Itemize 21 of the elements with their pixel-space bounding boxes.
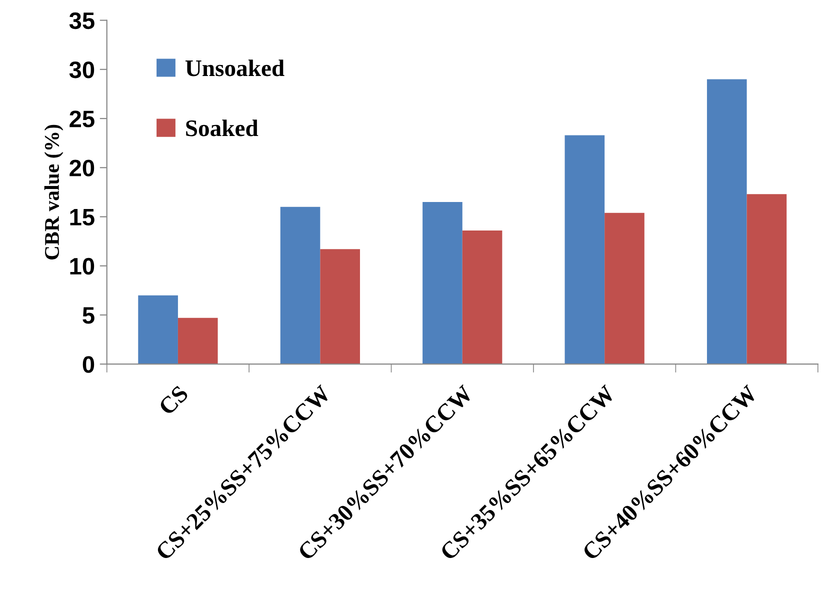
y-tick-label: 35 [69, 12, 94, 30]
bar [604, 212, 644, 364]
y-tick-label: 30 [69, 61, 94, 78]
y-tick-label: 15 [70, 209, 94, 226]
bar [138, 295, 178, 364]
y-axis-title: CBR value (%) [44, 124, 64, 260]
legend-label: Soaked [186, 120, 258, 136]
bar [462, 230, 502, 364]
bar [706, 79, 747, 364]
bar [422, 202, 462, 364]
y-tick-label: 20 [70, 160, 94, 176]
bar [564, 135, 605, 364]
y-tick-label: 10 [70, 258, 94, 275]
legend-label: Unsoaked [185, 60, 284, 76]
bar [178, 318, 218, 364]
bar [746, 194, 787, 364]
y-tick-label: 25 [70, 110, 94, 128]
bar [320, 249, 360, 364]
y-tick-label: 0 [82, 356, 94, 373]
bar [280, 206, 320, 364]
y-tick-label: 5 [82, 307, 94, 324]
